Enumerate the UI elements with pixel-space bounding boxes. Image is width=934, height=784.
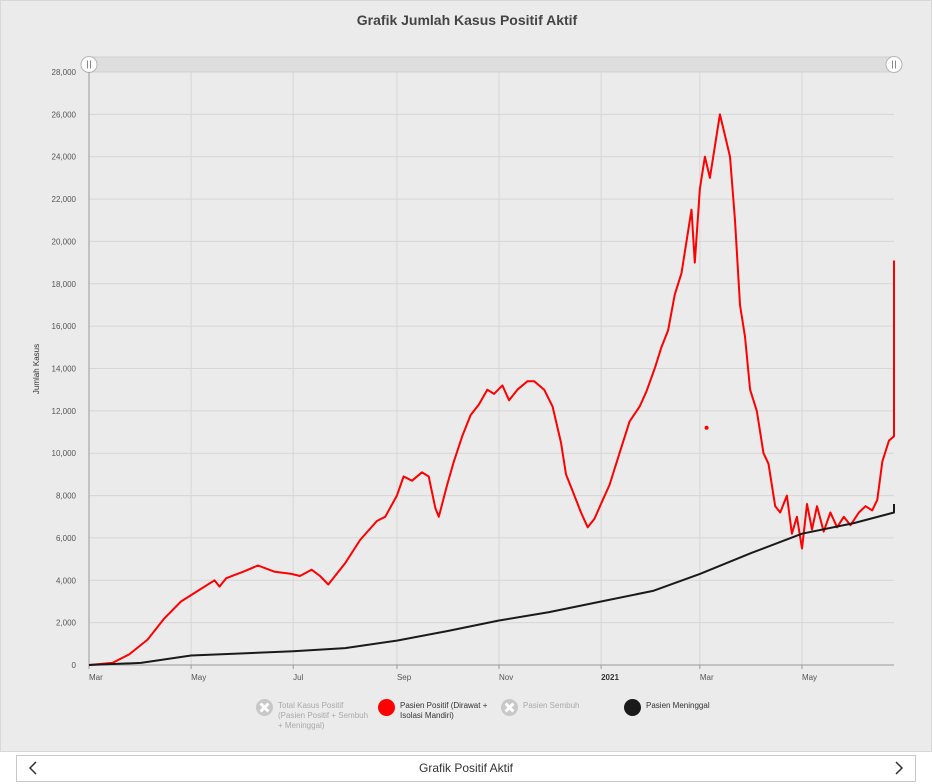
y-tick-label: 18,000	[52, 280, 77, 289]
series-line-pasien-positif[interactable]	[88, 113, 895, 666]
legend: Total Kasus Positif (Pasien Positif + Se…	[1, 699, 933, 749]
y-tick-label: 16,000	[52, 322, 77, 331]
x-tick-label: Mar	[89, 673, 103, 682]
x-tick-label: 2021	[601, 673, 619, 682]
x-tick-label: Nov	[499, 673, 513, 682]
legend-label: Pasien Sembuh	[523, 701, 580, 710]
y-tick-label: 20,000	[52, 237, 77, 246]
chart-navigation-bar: Grafik Positif Aktif	[16, 755, 916, 782]
x-tick-label: Jul	[293, 673, 303, 682]
chart-panel: Grafik Jumlah Kasus Positif Aktif 0 2,000…	[0, 0, 932, 752]
y-tick-label: 8,000	[56, 492, 77, 501]
y-tick-label: 14,000	[52, 365, 77, 374]
legend-hidden-icon	[501, 699, 518, 716]
legend-label: Pasien Meninggal	[646, 701, 710, 710]
legend-item-sembuh[interactable]: Pasien Sembuh	[501, 699, 580, 716]
y-tick-label: 12,000	[52, 407, 77, 416]
y-tick-label: 22,000	[52, 195, 77, 204]
y-tick-label: 4,000	[56, 576, 77, 585]
y-tick-label: 26,000	[52, 110, 77, 119]
y-tick-label: 28,000	[52, 68, 77, 77]
legend-hidden-icon	[256, 699, 273, 716]
x-tick-label: May	[191, 673, 206, 682]
legend-dot-icon	[624, 699, 641, 716]
y-tick-label: 0	[72, 661, 77, 670]
y-tick-label: 2,000	[56, 619, 77, 628]
x-tick-label: Sep	[397, 673, 412, 682]
legend-label: Total Kasus Positif (Pasien Positif + Se…	[278, 701, 369, 730]
zoom-range-slider[interactable]	[80, 56, 903, 73]
axes: 0 2,000 4,000 6,000 8,000 10,000 12,000 14,000 1…	[52, 68, 894, 682]
legend-label: Pasien Positif (Dirawat + Isolasi Mandir…	[400, 701, 488, 720]
x-tick-label: Mar	[700, 673, 714, 682]
legend-item-positif[interactable]: Pasien Positif (Dirawat + Isolasi Mandir…	[378, 699, 488, 721]
line-chart: 0 2,000 4,000 6,000 8,000 10,000 12,000 14,000 1…	[32, 56, 903, 682]
chart-title: Grafik Jumlah Kasus Positif Aktif	[356, 12, 578, 28]
y-tick-label: 10,000	[52, 449, 77, 458]
chevron-right-icon[interactable]	[891, 760, 907, 776]
legend-dot-icon	[378, 699, 395, 716]
slider-handle-left[interactable]	[80, 56, 98, 73]
current-chart-title: Grafik Positif Aktif	[418, 761, 514, 775]
y-tick-label: 24,000	[52, 153, 77, 162]
y-tick-label: 6,000	[56, 534, 77, 543]
legend-item-total[interactable]: Total Kasus Positif (Pasien Positif + Se…	[256, 699, 369, 731]
x-tick-label: May	[802, 673, 817, 682]
outlier-point[interactable]	[704, 425, 709, 430]
slider-track[interactable]	[88, 56, 895, 73]
grid	[89, 71, 894, 666]
series	[88, 113, 895, 666]
chevron-left-icon[interactable]	[25, 760, 41, 776]
series-line-pasien-meninggal[interactable]	[88, 504, 895, 666]
y-axis-label: Jumlah Kasus	[32, 344, 41, 394]
slider-handle-right[interactable]	[885, 56, 903, 73]
legend-item-meninggal[interactable]: Pasien Meninggal	[624, 699, 710, 716]
